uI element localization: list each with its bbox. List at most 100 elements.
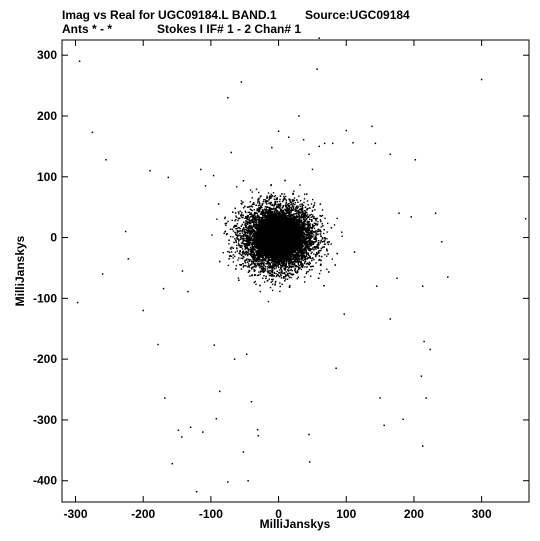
data-point xyxy=(265,206,268,208)
data-point xyxy=(241,245,243,247)
data-point xyxy=(244,223,246,225)
data-point xyxy=(315,222,317,225)
data-point xyxy=(290,269,292,271)
data-point xyxy=(308,249,310,252)
data-point xyxy=(265,201,267,204)
x-axis-ticks: -300 -200 -100 0 100 200 300 xyxy=(64,40,492,521)
data-point xyxy=(290,202,293,204)
data-point xyxy=(251,248,253,251)
data-point xyxy=(258,271,260,273)
data-point xyxy=(250,260,253,263)
data-point xyxy=(248,260,251,262)
data-point xyxy=(268,198,270,201)
data-point xyxy=(321,214,324,217)
data-point xyxy=(181,436,183,438)
data-point xyxy=(171,462,174,465)
data-point xyxy=(310,203,313,205)
data-point xyxy=(281,210,283,213)
data-point xyxy=(244,228,246,231)
data-point xyxy=(291,262,293,264)
data-point xyxy=(324,217,326,220)
data-point xyxy=(232,254,235,256)
data-point xyxy=(309,245,311,247)
data-point xyxy=(257,191,260,194)
data-point xyxy=(229,235,232,238)
data-point xyxy=(260,211,263,213)
data-point xyxy=(281,272,283,274)
data-point xyxy=(299,223,301,225)
data-point xyxy=(258,265,260,267)
data-point xyxy=(275,272,277,275)
data-point xyxy=(270,193,273,196)
data-point xyxy=(277,130,280,132)
data-point xyxy=(303,262,306,265)
data-point xyxy=(302,212,304,215)
data-point xyxy=(284,276,286,278)
data-point xyxy=(252,250,254,252)
data-point xyxy=(296,265,299,268)
data-point xyxy=(287,136,290,139)
data-point xyxy=(267,192,270,194)
data-point xyxy=(335,367,337,370)
data-point xyxy=(323,142,326,145)
data-point xyxy=(295,265,298,267)
data-point xyxy=(308,221,310,224)
data-point xyxy=(256,259,259,261)
data-point xyxy=(313,253,315,255)
data-point xyxy=(267,206,269,209)
data-point xyxy=(297,276,299,279)
data-point xyxy=(263,281,266,283)
data-point xyxy=(308,237,310,240)
data-point xyxy=(216,218,218,220)
data-point xyxy=(375,285,378,287)
data-point xyxy=(266,270,269,272)
data-point xyxy=(238,243,240,246)
data-point xyxy=(254,213,256,216)
data-point xyxy=(304,210,307,213)
data-point xyxy=(279,290,281,293)
data-point xyxy=(269,265,272,267)
x-tick-label: 300 xyxy=(472,507,492,521)
data-point xyxy=(285,266,287,268)
data-point xyxy=(308,220,311,223)
data-point xyxy=(429,348,431,351)
data-point xyxy=(371,125,373,128)
data-point xyxy=(285,261,287,263)
data-point xyxy=(315,251,318,254)
data-point xyxy=(299,210,301,212)
subtitle-label: Stokes I IF# 1 - 2 Chan# 1 xyxy=(157,22,301,36)
data-point xyxy=(253,281,256,284)
data-point xyxy=(304,213,307,215)
data-point xyxy=(274,282,276,284)
data-point xyxy=(249,233,251,235)
data-point xyxy=(249,201,252,203)
data-point xyxy=(258,221,260,224)
data-point xyxy=(440,241,443,243)
data-point xyxy=(302,207,304,209)
data-point xyxy=(304,215,306,217)
data-point xyxy=(265,262,267,265)
data-point xyxy=(283,195,285,198)
data-point xyxy=(300,262,303,264)
data-point xyxy=(319,241,322,243)
data-point xyxy=(318,249,320,252)
data-point xyxy=(257,202,259,204)
data-point xyxy=(305,271,308,273)
data-point xyxy=(251,250,253,253)
data-point xyxy=(312,247,314,249)
data-point xyxy=(235,234,237,236)
data-point xyxy=(304,247,306,249)
data-point xyxy=(298,211,300,214)
data-point xyxy=(277,274,280,277)
data-point xyxy=(290,276,292,279)
data-point xyxy=(345,129,348,132)
data-point xyxy=(299,212,301,214)
data-point xyxy=(244,217,246,220)
data-point xyxy=(241,216,243,219)
data-point xyxy=(254,247,257,249)
y-tick-label: 100 xyxy=(37,170,57,184)
data-point xyxy=(236,250,239,252)
data-point xyxy=(254,264,256,266)
antennas-label: Ants * - * xyxy=(62,22,112,36)
data-point xyxy=(245,231,248,234)
